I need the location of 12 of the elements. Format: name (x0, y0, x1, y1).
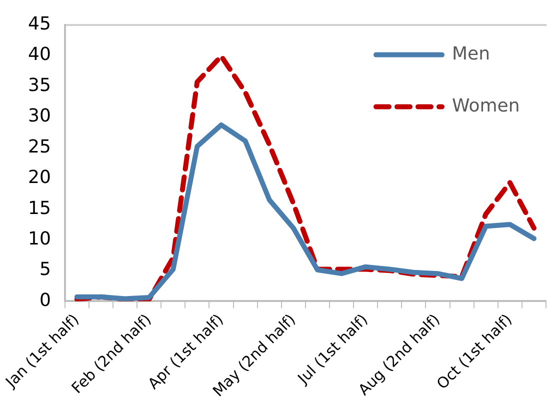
y-tick-label: 20 (28, 167, 51, 188)
y-tick-label: 5 (39, 259, 51, 280)
y-tick-label: 30 (28, 106, 51, 127)
y-tick-label: 0 (39, 290, 51, 311)
y-tick-label: 35 (28, 74, 51, 96)
y-tick-label: 25 (28, 136, 51, 158)
y-tick-label: 15 (28, 198, 51, 219)
legend-label: Women (452, 95, 520, 116)
y-tick-label: 40 (28, 44, 51, 66)
legend-label: Men (452, 43, 490, 64)
y-tick-label: 45 (28, 13, 51, 34)
y-tick-label: 10 (28, 228, 51, 250)
